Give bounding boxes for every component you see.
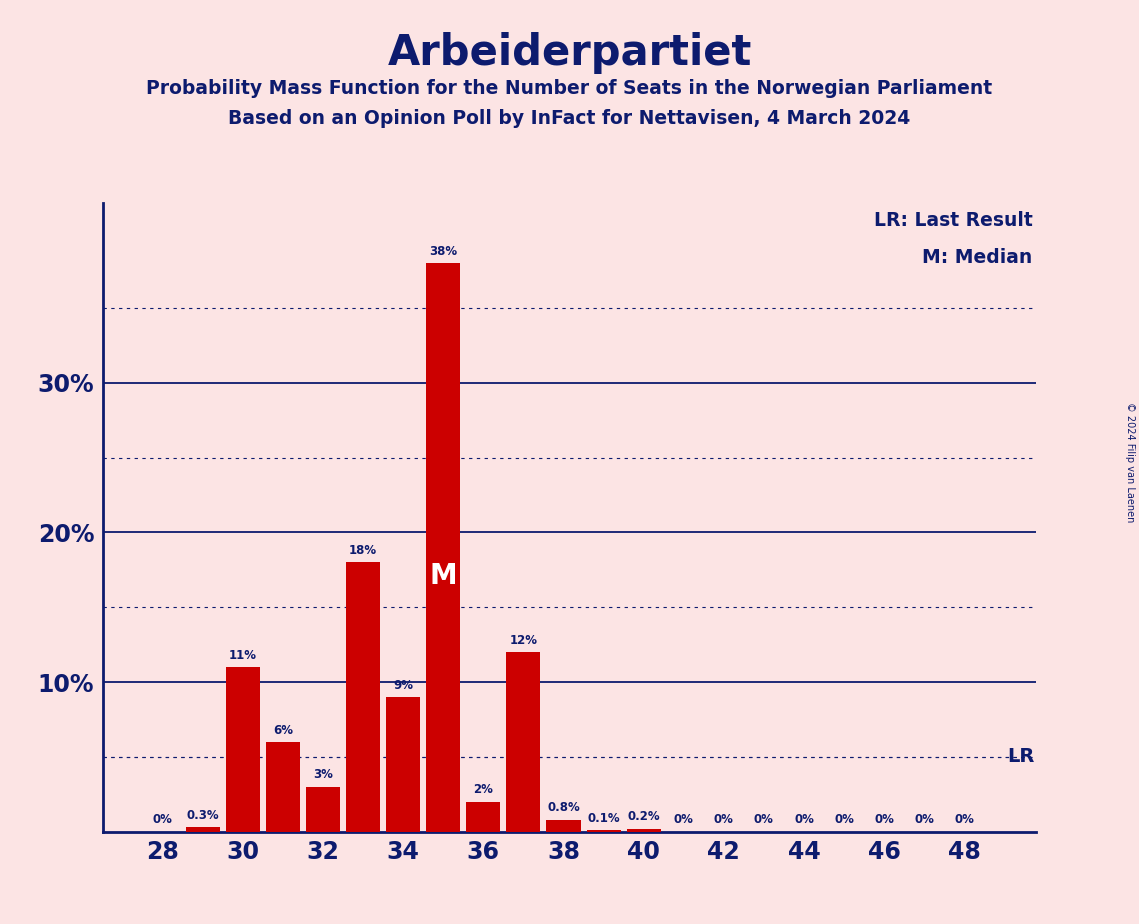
Text: 0%: 0% — [794, 813, 814, 826]
Text: 11%: 11% — [229, 649, 256, 662]
Text: 0%: 0% — [153, 813, 173, 826]
Text: 0%: 0% — [754, 813, 773, 826]
Bar — [547, 820, 581, 832]
Text: 0%: 0% — [954, 813, 974, 826]
Text: Probability Mass Function for the Number of Seats in the Norwegian Parliament: Probability Mass Function for the Number… — [147, 79, 992, 98]
Text: 0.8%: 0.8% — [547, 801, 580, 814]
Text: LR: LR — [1007, 748, 1034, 766]
Bar — [426, 263, 460, 832]
Bar — [186, 827, 220, 832]
Text: 0%: 0% — [915, 813, 934, 826]
Bar — [507, 652, 540, 832]
Text: Arbeiderpartiet: Arbeiderpartiet — [387, 32, 752, 74]
Bar — [265, 742, 300, 832]
Text: 0%: 0% — [714, 813, 734, 826]
Text: 6%: 6% — [273, 723, 293, 736]
Bar — [626, 829, 661, 832]
Text: 0%: 0% — [674, 813, 694, 826]
Text: 0.1%: 0.1% — [588, 812, 620, 825]
Text: 0.3%: 0.3% — [187, 808, 219, 821]
Text: © 2024 Filip van Laenen: © 2024 Filip van Laenen — [1125, 402, 1134, 522]
Text: 18%: 18% — [349, 544, 377, 557]
Text: 12%: 12% — [509, 634, 538, 647]
Bar — [466, 802, 500, 832]
Bar — [587, 830, 621, 832]
Text: 0%: 0% — [875, 813, 894, 826]
Bar — [306, 786, 341, 832]
Text: 9%: 9% — [393, 679, 413, 692]
Bar — [346, 563, 380, 832]
Bar — [226, 667, 260, 832]
Text: 38%: 38% — [429, 245, 457, 258]
Text: 0%: 0% — [834, 813, 854, 826]
Text: LR: Last Result: LR: Last Result — [874, 211, 1032, 230]
Bar — [386, 697, 420, 832]
Text: 0.2%: 0.2% — [628, 810, 659, 823]
Text: 2%: 2% — [474, 784, 493, 796]
Text: Based on an Opinion Poll by InFact for Nettavisen, 4 March 2024: Based on an Opinion Poll by InFact for N… — [229, 109, 910, 128]
Text: 3%: 3% — [313, 769, 333, 782]
Text: M: Median: M: Median — [923, 249, 1032, 267]
Text: M: M — [429, 562, 457, 590]
